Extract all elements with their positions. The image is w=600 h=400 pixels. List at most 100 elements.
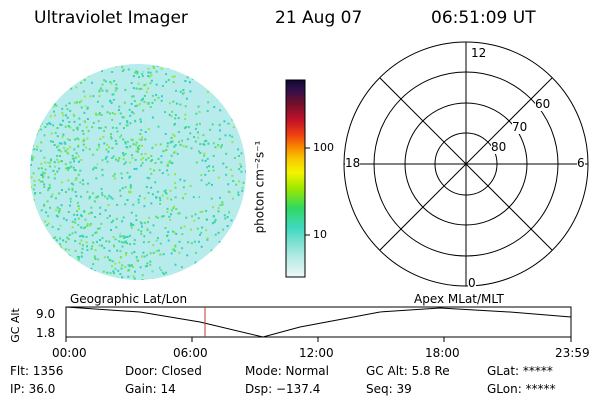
uv-pixel <box>115 226 118 229</box>
uv-pixel <box>157 125 160 128</box>
uv-pixel <box>74 238 77 241</box>
uv-pixel <box>73 160 76 163</box>
uv-pixel <box>33 148 36 151</box>
uv-pixel <box>103 130 106 132</box>
uv-pixel <box>83 120 86 123</box>
uv-pixel <box>128 191 130 194</box>
uv-pixel <box>111 71 114 73</box>
uv-pixel <box>146 102 149 105</box>
uv-pixel <box>141 279 144 280</box>
uv-pixel <box>54 236 57 239</box>
uv-pixel <box>105 240 108 243</box>
uv-pixel <box>101 251 104 254</box>
uv-pixel <box>164 189 167 192</box>
uv-pixel <box>100 222 103 225</box>
uv-pixel <box>200 245 203 248</box>
uv-pixel <box>52 169 55 172</box>
uv-pixel <box>46 123 49 126</box>
uv-pixel <box>50 195 53 198</box>
uv-pixel <box>178 251 181 254</box>
uv-pixel <box>114 236 117 239</box>
uv-pixel <box>198 133 201 136</box>
uv-pixel <box>140 230 143 233</box>
uv-pixel <box>106 271 109 274</box>
uv-pixel <box>62 226 65 229</box>
uv-pixel <box>151 193 154 196</box>
uv-pixel <box>114 104 116 107</box>
uv-pixel <box>113 272 115 275</box>
uv-pixel <box>97 258 100 261</box>
uv-pixel <box>144 203 147 205</box>
uv-pixel <box>159 143 162 146</box>
uv-pixel <box>70 182 73 185</box>
uv-pixel <box>105 155 108 158</box>
uv-pixel <box>181 139 184 142</box>
uv-pixel <box>160 215 163 218</box>
uv-pixel <box>150 155 153 157</box>
uv-pixel <box>182 194 185 197</box>
uv-pixel <box>76 101 78 104</box>
uv-pixel <box>49 140 52 143</box>
uv-pixel <box>211 222 214 225</box>
uv-pixel <box>104 126 107 129</box>
lat-label-80: 80 <box>491 140 507 154</box>
uv-pixel <box>59 243 62 246</box>
uv-pixel <box>213 105 216 108</box>
uv-pixel <box>174 258 177 261</box>
uv-pixel <box>48 124 51 127</box>
uv-pixel <box>154 162 157 164</box>
uv-pixel <box>173 70 176 73</box>
uv-pixel <box>41 171 44 174</box>
uv-pixel <box>92 168 95 171</box>
uv-pixel <box>92 153 95 156</box>
uv-pixel <box>57 157 60 160</box>
uv-pixel <box>205 229 208 232</box>
uv-pixel <box>162 158 165 161</box>
uv-pixel <box>64 142 67 145</box>
uv-pixel <box>207 101 210 104</box>
uv-pixel <box>161 172 164 175</box>
uv-pixel <box>55 241 58 244</box>
uv-pixel <box>129 145 132 148</box>
uv-pixel <box>163 190 166 193</box>
uv-pixel <box>120 241 123 244</box>
uv-pixel <box>36 148 38 151</box>
uv-pixel <box>50 132 53 135</box>
uv-pixel <box>119 250 122 253</box>
uv-pixel <box>73 213 75 216</box>
uv-pixel <box>51 225 54 228</box>
uv-pixel <box>178 180 181 183</box>
uv-pixel <box>129 243 131 246</box>
uv-pixel <box>108 146 110 149</box>
uv-pixel <box>222 228 224 231</box>
uv-pixel <box>190 242 193 245</box>
uv-pixel <box>109 272 112 275</box>
uv-pixel <box>33 179 36 182</box>
uv-pixel <box>136 259 139 261</box>
uv-pixel <box>67 125 70 127</box>
uv-pixel <box>211 183 213 186</box>
uv-pixel <box>169 189 172 192</box>
uv-pixel <box>74 138 77 141</box>
uv-pixel <box>68 139 71 142</box>
uv-pixel <box>31 158 34 161</box>
uv-pixel <box>175 102 178 105</box>
uv-pixel <box>40 167 43 170</box>
uv-pixel <box>100 185 103 188</box>
uv-pixel <box>143 126 146 129</box>
uv-pixel <box>155 250 158 253</box>
uv-pixel <box>122 154 125 157</box>
uv-pixel <box>58 211 60 214</box>
uv-pixel <box>211 123 214 126</box>
uv-pixel <box>108 240 111 243</box>
uv-pixel <box>224 217 227 220</box>
uv-pixel <box>86 182 89 185</box>
uv-pixel <box>218 240 221 243</box>
uv-pixel <box>72 113 75 116</box>
uv-pixel <box>183 179 186 182</box>
uv-pixel <box>82 227 85 230</box>
uv-pixel <box>161 194 164 197</box>
uv-pixel <box>57 144 60 147</box>
uv-pixel <box>170 209 173 212</box>
uv-pixel <box>177 117 180 120</box>
